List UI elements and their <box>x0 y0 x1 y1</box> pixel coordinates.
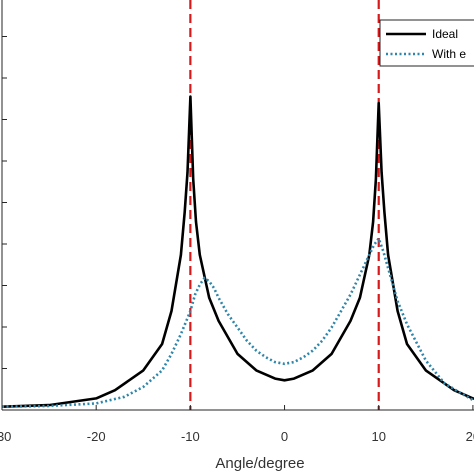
x-tick-label: -10 <box>181 429 200 444</box>
axes <box>1 0 474 411</box>
x-tick-label: -30 <box>0 429 11 444</box>
series-line-ideal <box>1 95 474 408</box>
legend-box <box>379 19 474 67</box>
legend-label: With e <box>432 47 466 61</box>
x-ticks: -30 -20 -10 0 10 20 <box>0 405 474 444</box>
x-axis-label: Angle/degree <box>215 455 304 472</box>
x-tick-label: 20 <box>466 429 474 444</box>
legend: Ideal With e <box>379 19 474 67</box>
x-tick-label: 0 <box>281 429 288 444</box>
x-tick-label: -20 <box>87 429 106 444</box>
series-line-with-error <box>1 237 474 408</box>
x-tick-label: 10 <box>371 429 385 444</box>
marker-lines <box>189 0 380 410</box>
legend-label: Ideal <box>432 27 458 41</box>
series-layer <box>1 95 474 408</box>
